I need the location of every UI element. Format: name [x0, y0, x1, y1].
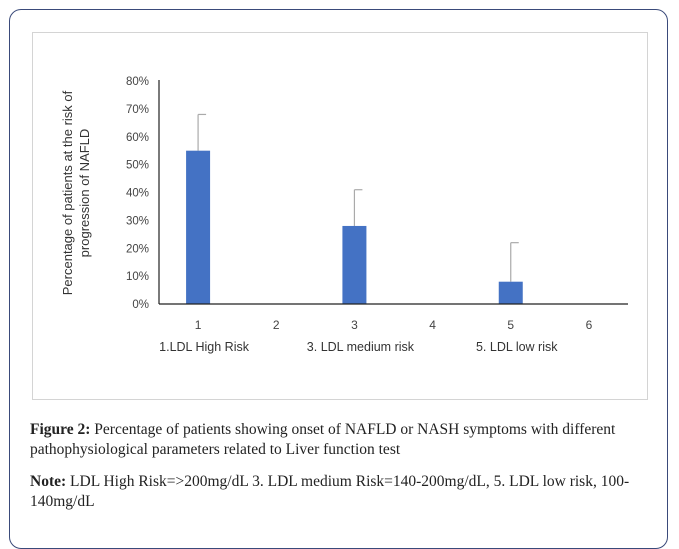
figure-caption-text: Percentage of patients showing onset of … — [30, 421, 616, 458]
y-tick-label: 20% — [126, 243, 149, 255]
bar-chart: Percentage of patients at the risk of pr… — [60, 76, 628, 354]
figure-caption: Figure 2: Percentage of patients showing… — [30, 420, 655, 524]
x-tick-label: 3 — [351, 318, 358, 332]
x-tick-label: 5 — [507, 318, 514, 332]
note-paragraph: Note: LDL High Risk=>200mg/dL 3. LDL med… — [30, 472, 655, 512]
y-tick-label: 80% — [126, 76, 149, 88]
y-axis-label-line-2: progression of NAFLD — [77, 129, 92, 258]
y-tick-label: 10% — [126, 271, 149, 283]
y-tick-label: 40% — [126, 188, 149, 200]
bar — [186, 150, 211, 304]
x-tick-label: 6 — [586, 318, 593, 332]
figure-label: Figure 2: — [30, 421, 91, 438]
y-tick-label: 50% — [126, 160, 149, 172]
y-axis-label-line-1: Percentage of patients at the risk of — [60, 90, 75, 295]
x-tick-label: 1 — [195, 318, 202, 332]
group-label: 5. LDL low risk — [476, 340, 558, 354]
note-text: LDL High Risk=>200mg/dL 3. LDL medium Ri… — [30, 473, 630, 510]
x-tick-label: 2 — [273, 318, 280, 332]
group-label: 3. LDL medium risk — [307, 340, 415, 354]
x-tick-label: 4 — [429, 318, 436, 332]
group-label: 1.LDL High Risk — [159, 340, 250, 354]
y-tick-label: 30% — [126, 215, 149, 227]
note-label: Note: — [30, 473, 67, 490]
y-tick-label: 60% — [126, 132, 149, 144]
y-tick-label: 0% — [132, 299, 149, 311]
chart-area: Percentage of patients at the risk of pr… — [32, 32, 648, 400]
y-tick-label: 70% — [126, 104, 149, 116]
bar — [342, 225, 367, 304]
bar — [498, 281, 523, 304]
figure-caption-paragraph: Figure 2: Percentage of patients showing… — [30, 420, 655, 460]
y-axis-label: Percentage of patients at the risk of pr… — [60, 90, 92, 295]
